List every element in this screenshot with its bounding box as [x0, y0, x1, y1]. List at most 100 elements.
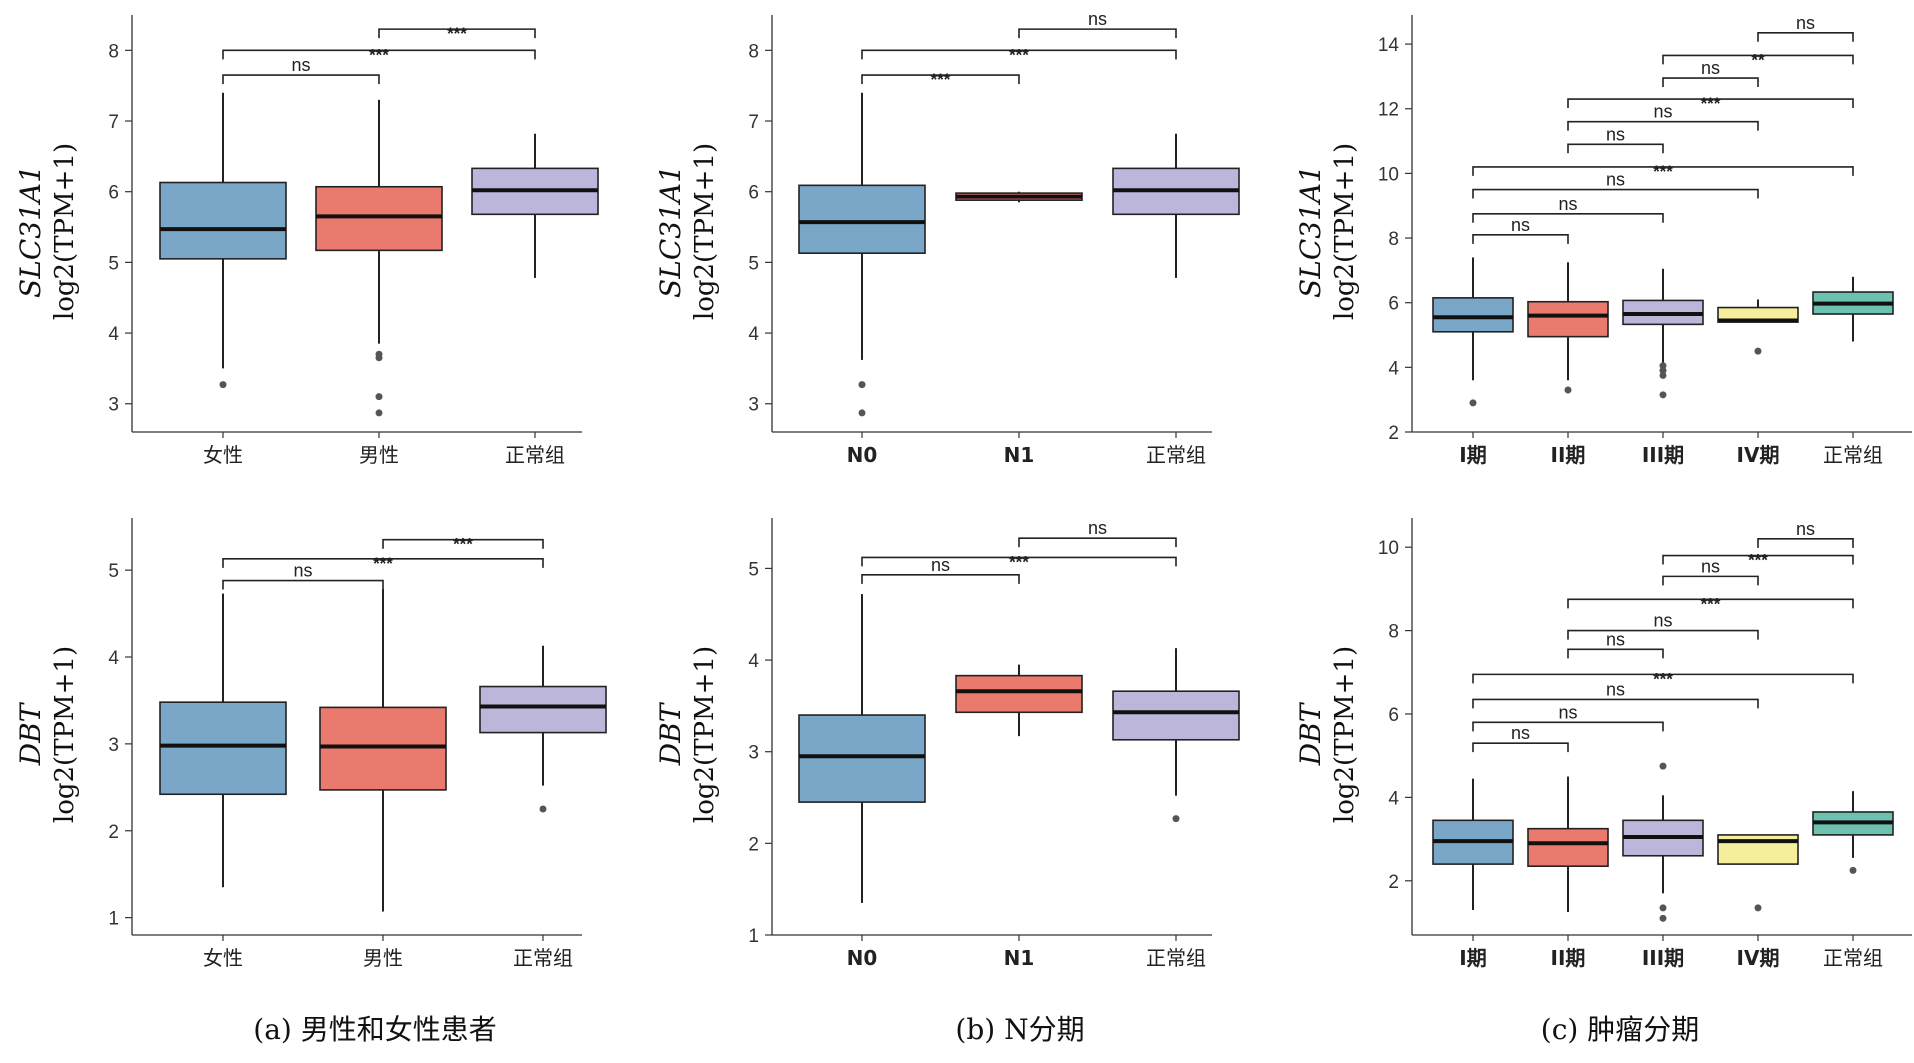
significance-label: ***: [1009, 45, 1029, 64]
significance-label: ns: [1796, 13, 1815, 33]
y-tick-label: 10: [1378, 538, 1399, 559]
significance-label: ns: [1606, 679, 1625, 699]
bracket-line: [1567, 648, 1664, 659]
comparison-bracket: ns: [1472, 170, 1759, 199]
significance-label: ns: [1653, 102, 1672, 122]
y-axis-unit: log2(TPM+1): [1330, 143, 1360, 320]
x-tick-label: 正常组: [1146, 443, 1206, 467]
comparison-bracket: ns: [1567, 124, 1664, 154]
y-tick-label: 3: [748, 743, 759, 764]
bracket-line: [222, 74, 380, 85]
bracket-line: [1472, 166, 1854, 176]
box-iqr: [1432, 297, 1514, 333]
bracket-line: [1757, 31, 1854, 42]
significance-label: ***: [369, 45, 389, 64]
box-正常组: [1112, 133, 1240, 278]
box-男性: [315, 99, 443, 417]
box-IV期: [1717, 834, 1799, 912]
y-axis-gene: DBT: [14, 701, 47, 766]
chart-panel-b-bottom: 1 2 3 4 5 DBT log2(TPM+1) N0 N1 正常组 ns *** ns: [654, 518, 1240, 970]
comparison-bracket: ***: [222, 45, 536, 64]
x-tick-label: 女性: [203, 946, 243, 970]
comparison-bracket: ns: [222, 55, 380, 85]
comparison-bracket: ***: [1567, 594, 1854, 613]
comparison-bracket: ns: [1472, 679, 1759, 709]
y-tick-label: 1: [108, 909, 119, 930]
y-tick-label: 7: [108, 112, 119, 133]
outlier-point: [1469, 399, 1477, 407]
x-tick-label: 正常组: [505, 443, 565, 467]
x-tick-label: II期: [1551, 946, 1586, 970]
significance-label: ***: [931, 70, 951, 89]
box-iqr: [159, 701, 287, 796]
y-tick-label: 4: [108, 648, 119, 669]
significance-label: ns: [291, 55, 310, 75]
y-tick-label: 4: [1388, 788, 1399, 809]
outlier-point: [1659, 371, 1667, 379]
box-I期: [1432, 778, 1514, 910]
caption-c: (c) 肿瘤分期: [1540, 1013, 1700, 1046]
bracket-line: [1472, 234, 1569, 244]
significance-label: ns: [1088, 9, 1107, 29]
comparison-bracket: ns: [1018, 9, 1177, 39]
outlier-point: [375, 350, 383, 358]
outlier-point: [375, 409, 383, 417]
bracket-line: [222, 49, 536, 60]
outlier-point: [1659, 762, 1667, 770]
y-axis-title: SLC31A1 log2(TPM+1): [654, 143, 720, 320]
y-axis-gene: SLC31A1: [1294, 165, 1327, 298]
box-I期: [1432, 257, 1514, 407]
comparison-bracket: ns: [1757, 519, 1854, 548]
significance-label: ns: [1606, 170, 1625, 190]
x-tick-label: IV期: [1737, 946, 1780, 970]
significance-label: ***: [1653, 669, 1673, 688]
box-iqr: [955, 674, 1083, 714]
significance-label: ns: [293, 561, 312, 581]
y-tick-label: 6: [108, 183, 119, 204]
outlier-point: [1659, 367, 1667, 375]
comparison-bracket: ns: [1567, 629, 1664, 659]
caption-a: (a) 男性和女性患者: [253, 1013, 497, 1046]
comparison-bracket: ***: [1472, 669, 1854, 688]
x-tick-label: 正常组: [1823, 946, 1883, 970]
y-tick-label: 6: [1388, 294, 1399, 315]
chart-panel-c-top: 2 4 6 8 10 12 14 SLC31A1 log2(TPM+1) I期 II期 III期 IV期…: [1294, 13, 1912, 467]
y-axis-title: SLC31A1 log2(TPM+1): [1294, 143, 1360, 320]
x-tick-label: 正常组: [1146, 946, 1206, 970]
x-tick-label: N1: [1004, 443, 1035, 467]
outlier-point: [858, 409, 866, 417]
outlier-point: [1172, 815, 1180, 823]
significance-label: ns: [1606, 124, 1625, 144]
y-tick-label: 5: [748, 559, 759, 580]
x-tick-label: I期: [1459, 443, 1486, 467]
x-tick-label: 男性: [363, 946, 403, 970]
y-tick-label: 5: [748, 253, 759, 274]
box-女性: [159, 593, 287, 888]
y-axis-title: DBT log2(TPM+1): [1294, 646, 1360, 823]
bracket-line: [1018, 28, 1177, 39]
bracket-line: [382, 538, 544, 549]
significance-label: ***: [1748, 551, 1768, 570]
box-iqr: [798, 714, 926, 803]
outlier-point: [858, 381, 866, 389]
bracket-line: [1567, 98, 1854, 109]
y-tick-label: 3: [108, 395, 119, 416]
significance-label: ***: [453, 535, 473, 554]
x-tick-label: 女性: [203, 443, 243, 467]
y-tick-label: 8: [748, 41, 759, 62]
bracket-line: [1472, 188, 1759, 199]
bracket-line: [1567, 629, 1759, 640]
chart-panel-a-top: 3 4 5 6 7 8 SLC31A1 log2(TPM+1) 女性 男性 正常组 *** *** ns: [14, 15, 599, 467]
comparison-bracket: ns: [1018, 518, 1177, 548]
comparison-bracket: ***: [861, 70, 1020, 89]
comparison-bracket: ns: [1472, 723, 1569, 753]
y-tick-label: 8: [108, 41, 119, 62]
y-tick-label: 14: [1378, 35, 1400, 56]
outlier-point: [219, 381, 227, 389]
y-tick-label: 10: [1378, 164, 1399, 185]
y-tick-label: 8: [1388, 622, 1399, 643]
y-axis-unit: log2(TPM+1): [1330, 646, 1360, 823]
y-axis-unit: log2(TPM+1): [690, 143, 720, 320]
comparison-bracket: ***: [1567, 94, 1854, 113]
